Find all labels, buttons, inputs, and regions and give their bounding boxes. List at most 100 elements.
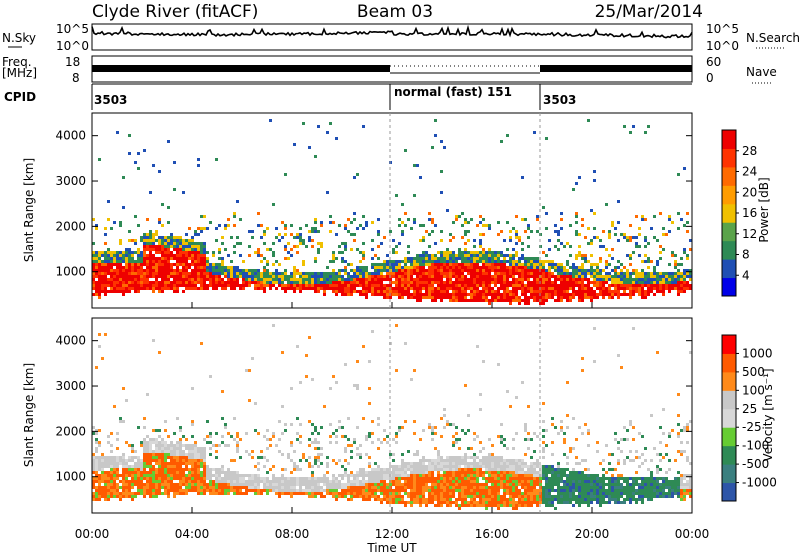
heatmap-cell (146, 462, 149, 465)
heatmap-cell (296, 480, 299, 483)
heatmap-cell (113, 492, 116, 495)
heatmap-cell (470, 480, 473, 483)
heatmap-cell (248, 284, 251, 287)
heatmap-cell (431, 254, 434, 257)
heatmap-cell (350, 287, 353, 290)
heatmap-cell (521, 263, 524, 266)
heatmap-cell (104, 456, 107, 459)
heatmap-cell (224, 269, 227, 272)
heatmap-cell (506, 278, 509, 281)
heatmap-cell (227, 269, 230, 272)
heatmap-cell (641, 215, 644, 218)
nsky-label: N.Sky (2, 31, 36, 45)
heatmap-cell (332, 459, 335, 462)
heatmap-cell (236, 200, 239, 203)
heatmap-cell (194, 471, 197, 474)
heatmap-cell (431, 426, 434, 429)
heatmap-cell (560, 227, 563, 230)
heatmap-cell (263, 489, 266, 492)
heatmap-cell (581, 287, 584, 290)
heatmap-cell (452, 495, 455, 498)
heatmap-cell (419, 501, 422, 504)
heatmap-cell (491, 257, 494, 260)
heatmap-cell (188, 254, 191, 257)
heatmap-cell (443, 468, 446, 471)
heatmap-cell (146, 489, 149, 492)
heatmap-cell (140, 486, 143, 489)
heatmap-cell (581, 257, 584, 260)
heatmap-cell (380, 483, 383, 486)
heatmap-cell (260, 489, 263, 492)
heatmap-cell (455, 269, 458, 272)
heatmap-cell (284, 480, 287, 483)
heatmap-cell (506, 296, 509, 299)
heatmap-cell (131, 480, 134, 483)
heatmap-cell (173, 486, 176, 489)
heatmap-cell (194, 444, 197, 447)
heatmap-cell (626, 269, 629, 272)
heatmap-cell (587, 290, 590, 293)
heatmap-cell (599, 257, 602, 260)
heatmap-cell (110, 495, 113, 498)
heatmap-cell (173, 290, 176, 293)
heatmap-cell (479, 492, 482, 495)
heatmap-cell (263, 290, 266, 293)
heatmap-cell (398, 293, 401, 296)
heatmap-cell (494, 504, 497, 507)
heatmap-cell (179, 441, 182, 444)
heatmap-cell (161, 278, 164, 281)
heatmap-cell (557, 272, 560, 275)
heatmap-cell (362, 495, 365, 498)
heatmap-cell (455, 483, 458, 486)
heatmap-cell (419, 239, 422, 242)
heatmap-cell (395, 272, 398, 275)
heatmap-cell (605, 293, 608, 296)
heatmap-cell (461, 429, 464, 432)
heatmap-cell (473, 477, 476, 480)
heatmap-cell (668, 275, 671, 278)
heatmap-cell (206, 266, 209, 269)
heatmap-cell (602, 293, 605, 296)
heatmap-cell (431, 495, 434, 498)
heatmap-cell (518, 269, 521, 272)
heatmap-cell (395, 501, 398, 504)
heatmap-cell (560, 272, 563, 275)
heatmap-cell (275, 269, 278, 272)
heatmap-cell (446, 459, 449, 462)
heatmap-cell (596, 287, 599, 290)
heatmap-cell (437, 483, 440, 486)
heatmap-cell (101, 474, 104, 477)
heatmap-cell (467, 281, 470, 284)
heatmap-cell (590, 272, 593, 275)
heatmap-cell (410, 495, 413, 498)
heatmap-cell (104, 471, 107, 474)
heatmap-cell (263, 456, 266, 459)
heatmap-cell (158, 462, 161, 465)
heatmap-cell (314, 230, 317, 233)
heatmap-cell (206, 278, 209, 281)
heatmap-cell (161, 269, 164, 272)
heatmap-cell (497, 275, 500, 278)
heatmap-cell (386, 260, 389, 263)
heatmap-cell (173, 236, 176, 239)
heatmap-cell (368, 435, 371, 438)
heatmap-cell (494, 260, 497, 263)
heatmap-cell (158, 266, 161, 269)
heatmap-cell (611, 257, 614, 260)
heatmap-cell (185, 486, 188, 489)
heatmap-cell (242, 260, 245, 263)
heatmap-cell (437, 266, 440, 269)
heatmap-cell (464, 278, 467, 281)
heatmap-cell (410, 486, 413, 489)
heatmap-cell (134, 287, 137, 290)
heatmap-cell (575, 182, 578, 185)
heatmap-cell (125, 462, 128, 465)
heatmap-cell (125, 290, 128, 293)
heatmap-cell (104, 290, 107, 293)
heatmap-cell (482, 447, 485, 450)
heatmap-cell (494, 468, 497, 471)
heatmap-cell (494, 254, 497, 257)
heatmap-cell (227, 218, 230, 221)
heatmap-cell (437, 251, 440, 254)
heatmap-cell (308, 465, 311, 468)
